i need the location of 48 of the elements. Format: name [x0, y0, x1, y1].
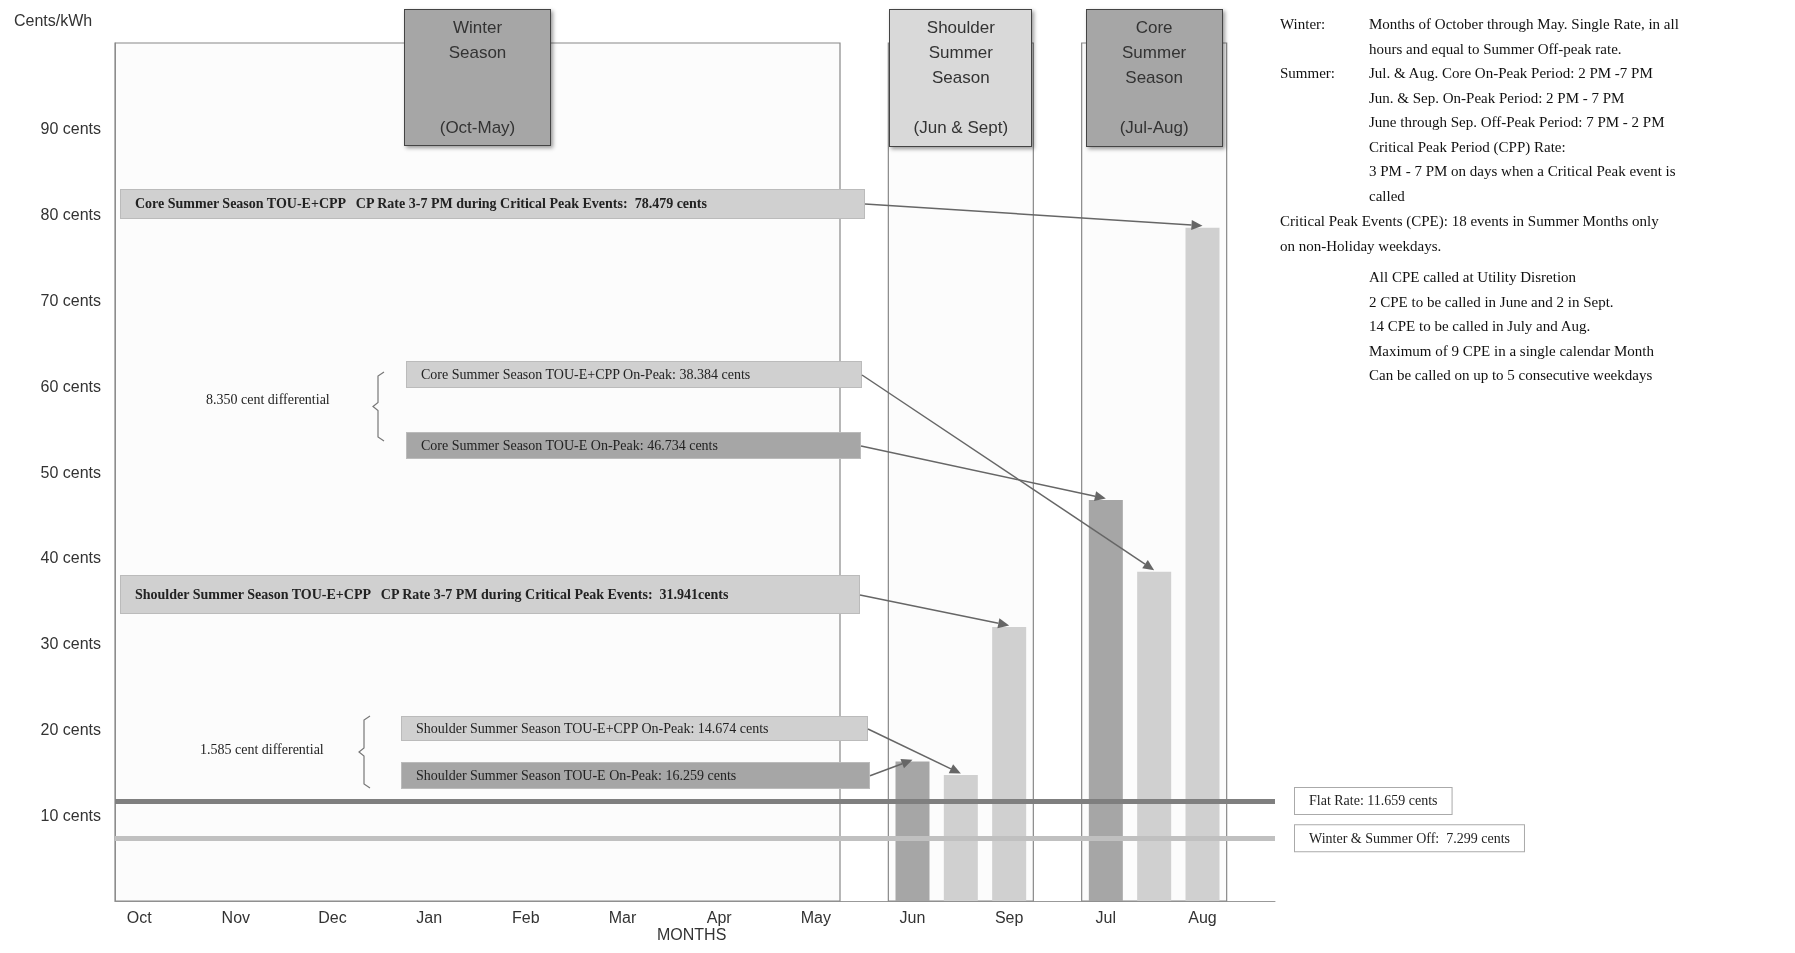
annotation: 1.585 cent differential	[200, 742, 324, 758]
y-tick-label: 70 cents	[40, 291, 101, 309]
x-tick-label: Jun	[899, 908, 926, 926]
ref-line-label: Flat Rate: 11.659 cents	[1309, 793, 1438, 809]
text: Summer:	[1280, 64, 1335, 83]
text: Jul. & Aug. Core On-Peak Period: 2 PM -7 PM Jun. & Sep. On-Peak Period: 2 PM - 7 PM June through Sep. Off-Peak Period: 7 PM - 2 PM Critical Peak Period (CPP) Rate: 3 PM - 7 PM on days when a Critical Peak event is called	[1369, 64, 1676, 206]
x-tick-label: Mar	[608, 908, 637, 926]
x-tick-label: Nov	[221, 908, 251, 926]
x-tick-label: Apr	[706, 908, 733, 926]
y-tick-label: 30 cents	[40, 635, 101, 653]
ref-line-label: Winter & Summer Off: 7.299 cents	[1309, 830, 1510, 846]
bar	[1137, 571, 1172, 901]
x-tick-label: May	[800, 908, 831, 926]
x-tick-label: Sep	[994, 908, 1024, 926]
text: Critical Peak Events (CPE): 18 events in Summer Months only on non-Holiday weekdays.	[1280, 212, 1659, 256]
y-axis-title: Cents/kWh	[14, 11, 93, 29]
annotation: 8.350 cent differential	[206, 392, 330, 408]
bar	[992, 626, 1027, 901]
label-box: Shoulder Summer Season TOU-E On-Peak: 16.259 cents	[401, 762, 870, 789]
label-box: Core Summer Season TOU-E On-Peak: 46.734 cents	[406, 432, 861, 459]
x-tick-label: Aug	[1188, 908, 1217, 926]
bar	[895, 761, 930, 901]
label-box: Winter Season (Oct-May)	[404, 9, 551, 146]
y-tick-label: 10 cents	[40, 806, 101, 824]
x-axis-title: MONTHS	[657, 925, 727, 943]
bar	[943, 775, 978, 901]
label-box: Core Summer Season (Jul-Aug)	[1085, 9, 1223, 147]
x-tick-label: Feb	[512, 908, 540, 926]
bar	[1088, 500, 1123, 901]
x-tick-label: Dec	[318, 908, 347, 926]
x-tick-label: Oct	[126, 908, 153, 926]
x-tick-label: Jul	[1095, 908, 1117, 926]
y-tick-label: 60 cents	[40, 377, 101, 395]
label-box: Shoulder Summer Season TOU-E+CPP CP Rate 3-7 PM during Critical Peak Events: 31.941cents	[120, 575, 860, 614]
y-tick-label: 40 cents	[40, 549, 101, 567]
text: Winter:	[1280, 15, 1326, 34]
label-box: Shoulder Summer Season TOU-E+CPP On-Peak: 14.674 cents	[401, 716, 868, 741]
label-box: Core Summer Season TOU-E+CPP On-Peak: 38.384 cents	[406, 361, 862, 388]
x-tick-label: Jan	[416, 908, 443, 926]
label-box: Shoulder Summer Season (Jun & Sept)	[889, 9, 1033, 147]
text: All CPE called at Utility Disretion 2 CPE to be called in June and 2 in Sept. 14 CPE to be called in July and Aug. Maximum of 9 CPE in a single calendar Month Can be called on up to 5 consecutive weekdays	[1369, 268, 1654, 386]
y-tick-label: 90 cents	[40, 120, 101, 138]
bar	[1185, 227, 1220, 901]
text: Months of October through May. Single Rate, in all hours and equal to Summer Off-peak rate.	[1369, 15, 1679, 59]
y-tick-label: 50 cents	[40, 463, 101, 481]
label-box: Core Summer Season TOU-E+CPP CP Rate 3-7 PM during Critical Peak Events: 78.479 cents	[120, 189, 865, 219]
y-tick-label: 20 cents	[40, 720, 101, 738]
y-tick-label: 80 cents	[40, 206, 101, 224]
